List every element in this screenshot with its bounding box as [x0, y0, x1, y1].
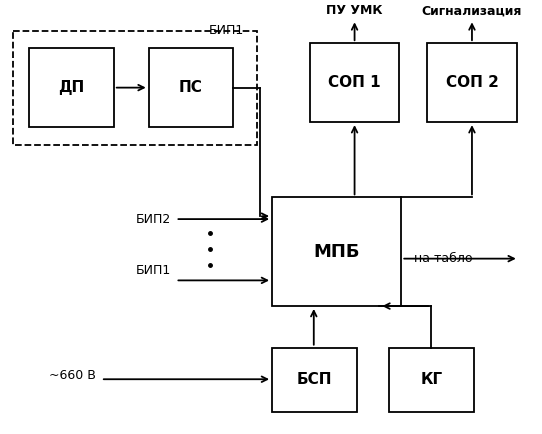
- Bar: [272, 197, 401, 306]
- Text: Сигнализация: Сигнализация: [422, 4, 522, 17]
- Text: на табло: на табло: [414, 252, 473, 265]
- Text: БИП1: БИП1: [209, 24, 244, 37]
- Text: БИП1: БИП1: [136, 264, 171, 277]
- Bar: [310, 43, 399, 122]
- Text: ПС: ПС: [179, 80, 203, 95]
- Text: СОП 1: СОП 1: [328, 75, 381, 90]
- Text: БСП: БСП: [296, 372, 332, 387]
- Text: ДП: ДП: [59, 80, 85, 95]
- Bar: [389, 348, 474, 412]
- Bar: [272, 348, 357, 412]
- Text: ПУ УМК: ПУ УМК: [326, 4, 383, 17]
- Text: КГ: КГ: [421, 372, 443, 387]
- Text: СОП 2: СОП 2: [446, 75, 499, 90]
- Bar: [427, 43, 517, 122]
- Text: МПБ: МПБ: [313, 243, 360, 261]
- Bar: [29, 48, 114, 127]
- Bar: [14, 31, 257, 145]
- Text: ~660 В: ~660 В: [49, 369, 96, 382]
- Text: БИП2: БИП2: [136, 213, 171, 226]
- Bar: [149, 48, 233, 127]
